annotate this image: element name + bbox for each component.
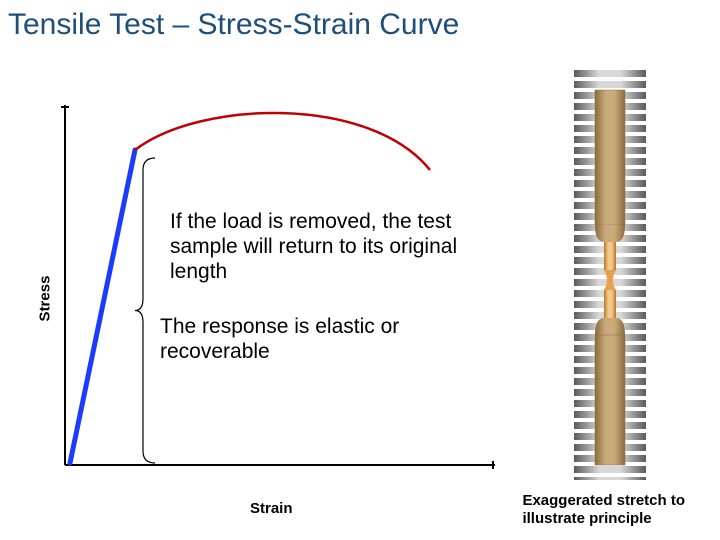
specimen-caption: Exaggerated stretch to illustrate princi…: [522, 492, 685, 528]
page-title: Tensile Test – Stress-Strain Curve: [8, 8, 459, 42]
stress-strain-chart: Stress Strain If the load is removed, th…: [30, 105, 500, 495]
caption-line-1: Exaggerated stretch to: [522, 492, 685, 509]
specimen-svg: [560, 70, 660, 480]
annotation-elastic-return: If the load is removed, the test sample …: [170, 210, 470, 284]
tensile-specimen-illustration: [560, 70, 660, 480]
annotation-elastic-response: The response is elastic or recoverable: [160, 315, 460, 365]
y-axis-label: Stress: [36, 276, 53, 322]
x-axis-label: Strain: [250, 500, 293, 517]
caption-line-2: illustrate principle: [522, 510, 651, 527]
chart-svg: [30, 105, 500, 475]
